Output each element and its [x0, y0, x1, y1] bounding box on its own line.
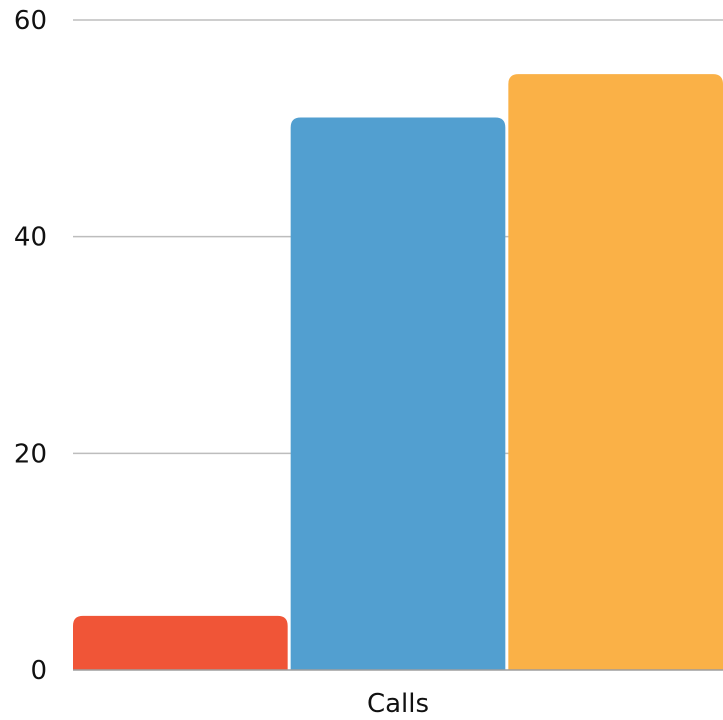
x-category-label: Calls	[367, 689, 429, 719]
y-tick-label-40: 40	[14, 223, 47, 253]
y-tick-label-20: 20	[14, 439, 47, 469]
y-tick-label-60: 60	[14, 6, 47, 36]
bar-layer	[73, 74, 723, 670]
bar-series-2	[290, 117, 506, 670]
bar-series-3	[508, 74, 723, 670]
bar-series-1	[73, 615, 288, 670]
y-tick-label-0: 0	[30, 656, 47, 686]
axis-layer: 0 20 40 60 Calls	[14, 6, 723, 719]
